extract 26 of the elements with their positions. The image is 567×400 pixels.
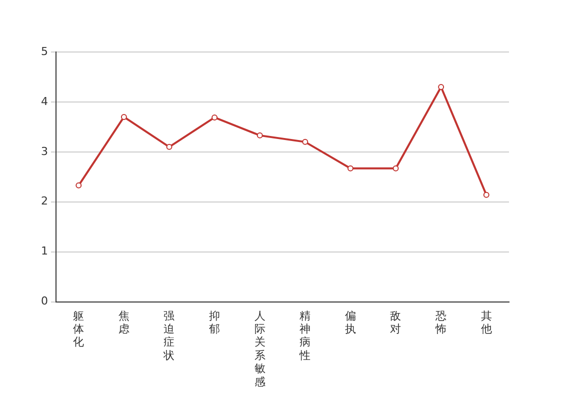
point xyxy=(166,144,172,150)
x-tick-label: 精神病性 xyxy=(298,309,311,362)
point xyxy=(347,165,354,172)
x-tick-label: 人际关系敏感 xyxy=(254,309,266,388)
point xyxy=(483,192,490,198)
x-tick-label: 恐怖 xyxy=(434,309,447,336)
y-tick-label: 2 xyxy=(41,194,48,208)
point xyxy=(76,182,82,188)
y-tick-label: 0 xyxy=(41,294,48,308)
y-tick-label: 3 xyxy=(41,144,48,158)
x-tick-label: 抑郁 xyxy=(209,309,220,336)
x-tick-label: 其他 xyxy=(480,309,492,336)
point xyxy=(302,138,308,145)
point xyxy=(392,165,399,172)
y-tick-label: 5 xyxy=(41,44,48,58)
y-tick-label: 1 xyxy=(41,244,48,258)
x-tick-label: 敌对 xyxy=(390,309,402,336)
point xyxy=(438,84,444,90)
x-tick-label: 强迫症状 xyxy=(162,309,175,362)
point xyxy=(120,114,127,120)
point xyxy=(212,114,218,120)
x-tick-label: 焦虑 xyxy=(118,309,130,336)
x-tick-label: 躯体化 xyxy=(73,309,84,349)
x-tick-label: 偏执 xyxy=(344,309,356,336)
point xyxy=(256,132,263,138)
y-tick-label: 4 xyxy=(41,94,48,108)
